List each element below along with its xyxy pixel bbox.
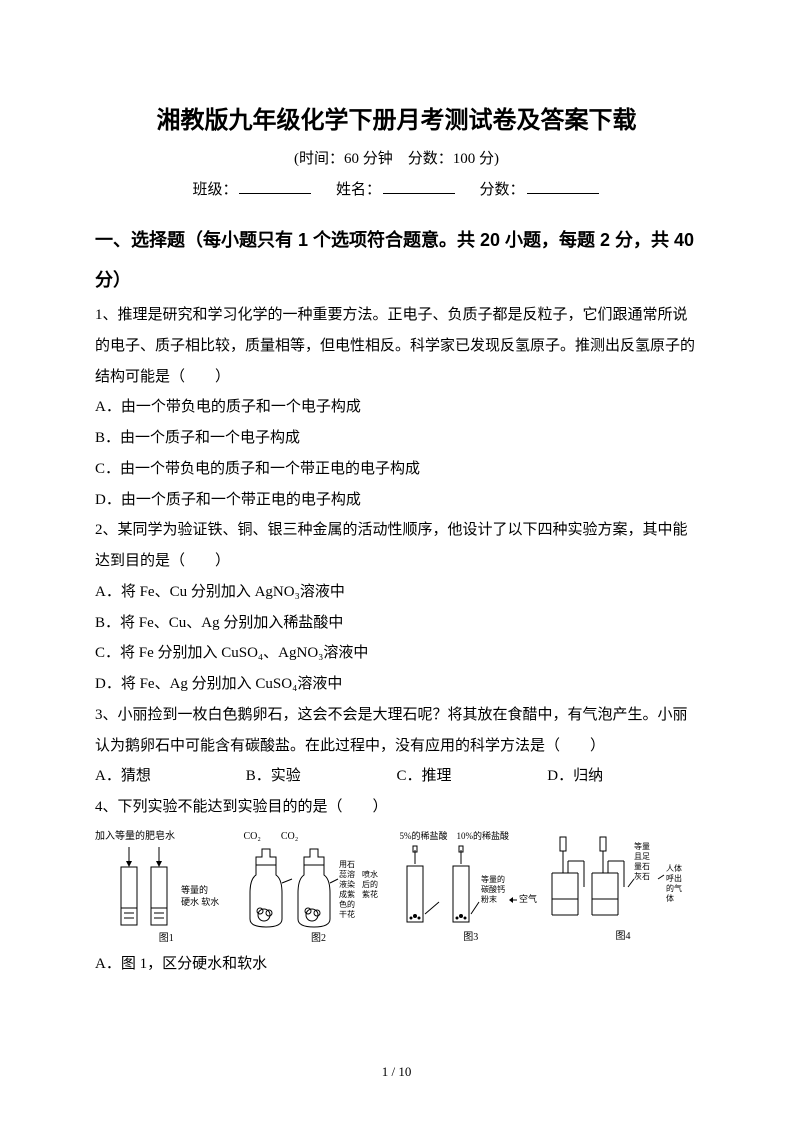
fig2-top-label: CO₂ CO₂	[244, 831, 394, 843]
svg-text:液染: 液染	[339, 879, 355, 889]
q4-figures: 加入等量的肥皂水 等量的 硬水 软水 图1 CO₂ CO₂ 用石蕊溶液染成紫色的…	[95, 831, 698, 945]
svg-text:灰石: 灰石	[634, 871, 650, 881]
fig3-caption: 图3	[400, 932, 543, 944]
q2-stem: 2、某同学为验证铁、铜、银三种金属的活动性顺序，他设计了以下四种实验方案，其中能…	[95, 515, 698, 577]
q2-opt-c: C．将 Fe 分别加入 CuSO₄、AgNO₃溶液中	[95, 638, 698, 669]
fig4-diagram: 等量且足量石灰石 人体呼出的气体	[548, 831, 698, 931]
figure-2: CO₂ CO₂ 用石蕊溶液染成紫色的干花 喷水后的紫花 图2	[244, 831, 394, 945]
fig1-caption: 图1	[95, 933, 238, 945]
q3-stem: 3、小丽捡到一枚白色鹅卵石，这会不会是大理石呢？将其放在食醋中，有气泡产生。小丽…	[95, 700, 698, 762]
q3-opt-a: A．猜想	[95, 761, 246, 792]
points-label: 分数：	[480, 182, 525, 198]
score-label: 分数：100 分)	[408, 151, 499, 167]
points-blank[interactable]	[527, 178, 599, 194]
exam-meta: (时间：60 分钟 分数：100 分)	[95, 147, 698, 168]
q3-options: A．猜想 B．实验 C．推理 D．归纳	[95, 761, 698, 792]
section-1-header: 一、选择题（每小题只有 1 个选项符合题意。共 20 小题，每题 2 分，共 4…	[95, 221, 698, 300]
page-title: 湘教版九年级化学下册月考测试卷及答案下载	[95, 100, 698, 135]
q3-opt-b: B．实验	[246, 761, 397, 792]
fig3-top-label: 5%的稀盐酸 10%的稀盐酸	[400, 831, 543, 842]
fig1-top-label: 加入等量的肥皂水	[95, 831, 238, 843]
figure-3: 5%的稀盐酸 10%的稀盐酸 等量的碳酸钙粉末 空气 图3	[400, 831, 543, 945]
svg-text:喷水: 喷水	[362, 869, 378, 879]
svg-text:色的: 色的	[339, 899, 355, 909]
name-label: 姓名：	[336, 182, 381, 198]
svg-text:的气: 的气	[666, 883, 682, 893]
fig4-caption: 图4	[548, 931, 698, 943]
svg-text:呼出: 呼出	[666, 873, 682, 883]
q2-opt-a: A．将 Fe、Cu 分别加入 AgNO₃溶液中	[95, 577, 698, 608]
q4-stem: 4、下列实验不能达到实验目的的是（ ）	[95, 792, 698, 823]
svg-text:空气: 空气	[519, 893, 537, 904]
q2-opt-d: D．将 Fe、Ag 分别加入 CuSO₄溶液中	[95, 669, 698, 700]
svg-text:碳酸钙: 碳酸钙	[481, 884, 505, 894]
q1-opt-b: B．由一个质子和一个电子构成	[95, 423, 698, 454]
svg-text:等量的: 等量的	[481, 874, 505, 884]
page-sep: /	[388, 1064, 398, 1079]
svg-text:成紫: 成紫	[339, 889, 355, 899]
q1-opt-c: C．由一个带负电的质子和一个带正电的电子构成	[95, 454, 698, 485]
svg-text:量石: 量石	[634, 862, 650, 871]
q3-opt-d: D．归纳	[547, 761, 698, 792]
fig3-diagram: 等量的碳酸钙粉末 空气	[401, 842, 541, 932]
figure-1: 加入等量的肥皂水 等量的 硬水 软水 图1	[95, 831, 238, 945]
class-blank[interactable]	[239, 178, 311, 194]
svg-text:紫花: 紫花	[362, 889, 378, 899]
student-info-row: 班级： 姓名： 分数：	[95, 178, 698, 199]
svg-text:且足: 且足	[634, 852, 650, 861]
svg-text:用石: 用石	[339, 860, 355, 869]
q1-stem: 1、推理是研究和学习化学的一种重要方法。正电子、负质子都是反粒子，它们跟通常所说…	[95, 300, 698, 392]
svg-text:后的: 后的	[362, 879, 378, 889]
q1-opt-a: A．由一个带负电的质子和一个电子构成	[95, 392, 698, 423]
name-blank[interactable]	[383, 178, 455, 194]
svg-text:体: 体	[666, 893, 674, 903]
svg-text:等量: 等量	[634, 841, 650, 851]
q4-opt-a: A．图 1，区分硬水和软水	[95, 949, 698, 980]
fig1-diagram: 等量的 硬水 软水	[111, 843, 221, 933]
fig1-left-label: 等量的	[181, 884, 208, 895]
svg-text:粉末: 粉末	[481, 894, 497, 904]
svg-text:蕊溶: 蕊溶	[339, 869, 355, 879]
svg-text:人体: 人体	[666, 863, 682, 873]
svg-text:干花: 干花	[339, 909, 355, 919]
q3-opt-c: C．推理	[397, 761, 548, 792]
q2-opt-b: B．将 Fe、Cu、Ag 分别加入稀盐酸中	[95, 608, 698, 639]
fig2-caption: 图2	[244, 933, 394, 945]
q1-opt-d: D．由一个质子和一个带正电的电子构成	[95, 485, 698, 516]
page-number: 1 / 10	[0, 1064, 793, 1080]
svg-text:硬水 软水: 硬水 软水	[181, 896, 219, 907]
fig2-diagram: 用石蕊溶液染成紫色的干花 喷水后的紫花	[244, 843, 394, 933]
figure-4: 等量且足量石灰石 人体呼出的气体 图4	[548, 831, 698, 945]
class-label: 班级：	[192, 182, 237, 198]
time-label: (时间：60 分钟	[294, 151, 393, 167]
page-total: 10	[398, 1064, 411, 1079]
